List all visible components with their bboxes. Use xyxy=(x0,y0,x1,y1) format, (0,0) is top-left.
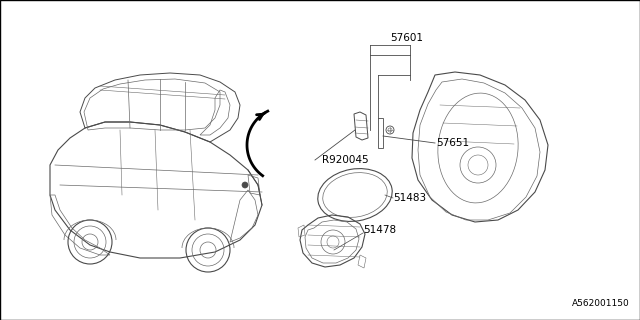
Text: 57651: 57651 xyxy=(436,138,469,148)
Text: R920045: R920045 xyxy=(322,155,369,165)
Text: 57601: 57601 xyxy=(390,33,423,43)
Text: 51483: 51483 xyxy=(393,193,426,203)
Text: 51478: 51478 xyxy=(363,225,396,235)
Circle shape xyxy=(242,182,248,188)
Text: A562001150: A562001150 xyxy=(572,299,630,308)
